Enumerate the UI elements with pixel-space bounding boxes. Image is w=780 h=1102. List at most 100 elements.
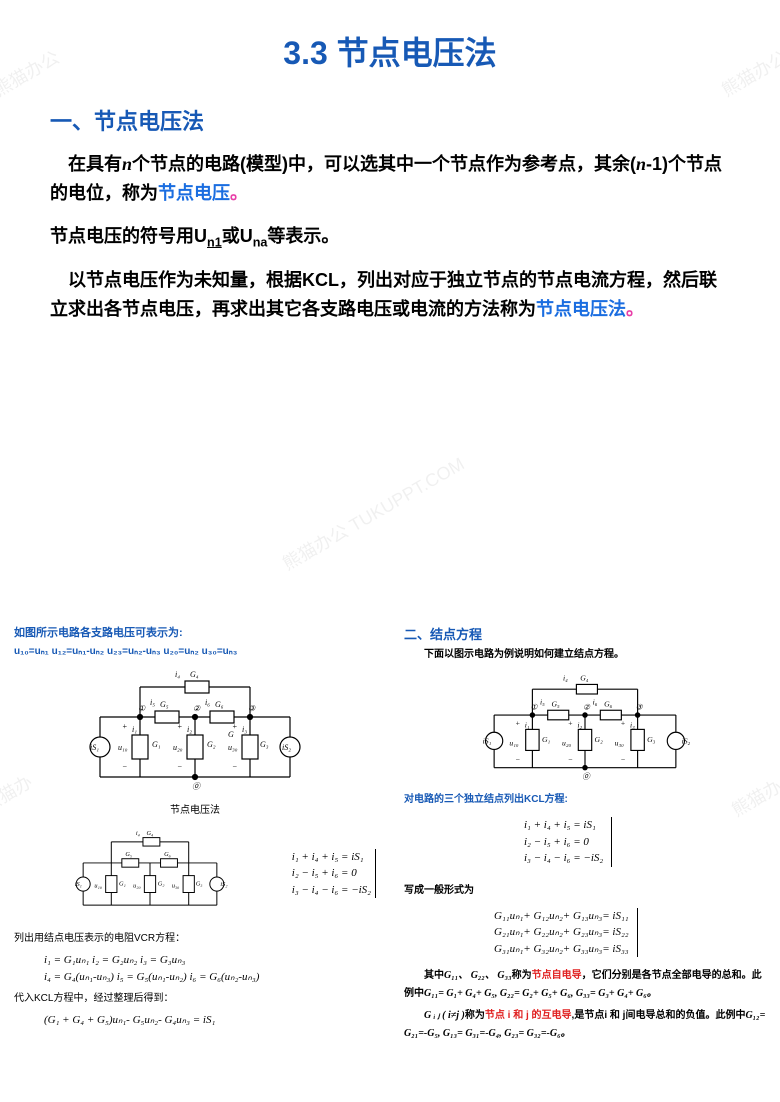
svg-text:+: + [177,722,182,731]
main-content: 一、节点电压法 在具有n个节点的电路(模型)中，可以选其中一个节点作为参考点，其… [0,74,780,324]
svg-text:⓪: ⓪ [192,782,202,791]
svg-text:G₅: G₅ [552,699,561,708]
section-1-header: 一、节点电压法 [50,104,730,136]
svg-text:+: + [232,722,237,731]
circuit-diagram-3: iS₁ iS₂ u₁₀ u₂₀ u₃₀ G₁ G₂ G₃ G₅ G₆ G₄ ① ② ③ ⓪ i₅ i… [404,672,766,782]
svg-text:i₅: i₅ [540,698,545,707]
highlight-term: 节点电压 [158,183,230,203]
svg-text:−: − [232,762,237,771]
eq: G₂₁uₙ₁+ G₂₂uₙ₂+ G₂₃uₙ₃= iS₂₂ [494,924,629,941]
right-header-2: 对电路的三个独立结点列出KCL方程: [404,792,766,807]
svg-text:i₄: i₄ [563,674,568,683]
left-column: 如图所示电路各支路电压可表示为: u₁₀=uₙ₁ u₁₂=uₙ₁-uₙ₂ u₂₃… [0,620,390,1100]
svg-text:u₁₀: u₁₀ [94,883,102,890]
svg-text:i₄: i₄ [136,830,140,837]
svg-text:+: + [568,719,573,728]
svg-text:u₂₀: u₂₀ [562,739,571,748]
svg-text:i₅: i₅ [150,698,155,707]
svg-text:u₃₀: u₃₀ [172,883,180,890]
eq: i₃ − i₄ − i₆ = −iS₂ [292,882,371,899]
svg-text:u₁₀: u₁₀ [118,743,128,752]
svg-text:u₂₀: u₂₀ [133,883,141,890]
svg-text:G₃: G₃ [196,880,203,887]
paragraph-2: 节点电压的符号用Un1或Una等表示。 [50,222,730,253]
eq: i₂ − i₅ + i₆ = 0 [524,834,603,851]
general-form-equations: G₁₁uₙ₁+ G₁₂uₙ₂+ G₁₃uₙ₃= iS₁₁ G₂₁uₙ₁+ G₂₂… [464,908,638,958]
text: 等表示。 [267,226,339,246]
paragraph-3: 以节点电压作为未知量，根据KCL，列出对应于独立节点的节点电流方程，然后联立求出… [50,266,730,324]
circuit-svg-small: iS₁iS₂ u₁₀u₂₀u₃₀ G₁G₂G₃ G₅G₆G₄ i₄ [55,826,245,921]
svg-text:G₁: G₁ [119,880,126,887]
text: 或 [222,226,240,246]
svg-text:+: + [515,719,520,728]
svg-text:G₆: G₆ [604,699,613,708]
kcl-equations: i₁ + i₄ + i₅ = iS₁ i₂ − i₅ + i₆ = 0 i₃ −… [494,817,612,867]
svg-text:G₅: G₅ [160,700,169,709]
svg-text:G₂: G₂ [207,740,216,749]
svg-text:G₅: G₅ [125,851,132,858]
var-n: n [122,154,132,174]
text: 节点电压的符号用 [50,226,194,246]
eq: i₄ = G₄(uₙ₁-uₙ₃) i₅ = G₅(uₙ₁-uₙ₂) i₆ = G… [44,969,376,986]
svg-text:iS₁: iS₁ [90,743,99,752]
explanation-1: 其中G₁₁、 G₂₂、 G₃₃称为节点自电导，它们分别是各节点全部电导的总和。此… [404,967,766,1003]
paragraph-1: 在具有n个节点的电路(模型)中，可以选其中一个节点作为参考点，其余(n-1)个节… [50,150,730,208]
svg-text:G: G [228,730,234,739]
svg-text:i₄: i₄ [175,670,180,679]
svg-text:G₃: G₃ [647,735,656,744]
svg-text:G₁: G₁ [542,735,551,744]
eq: i₂ − i₅ + i₆ = 0 [292,865,371,882]
right-header-1: 下面以图示电路为例说明如何建立结点方程。 [404,647,766,662]
svg-text:iS₂: iS₂ [220,881,228,888]
right-column: 二、结点方程 下面以图示电路为例说明如何建立结点方程。 [390,620,780,1100]
symbol-un1: Un1 [194,226,222,246]
svg-text:iS₂: iS₂ [682,737,691,746]
circuit-svg: iS₁iS₂ u₁₀u₂₀u₃₀ G₁G₂GG₃ G₅G₆G₄ ①②③ ⓪ i₅… [60,667,330,797]
svg-text:−: − [568,755,573,764]
svg-text:i₂: i₂ [187,725,192,734]
svg-text:u₂₀: u₂₀ [173,743,183,752]
eq: i₁ + i₄ + i₅ = iS₁ [292,849,371,866]
svg-text:i₁: i₁ [525,720,530,729]
svg-text:③: ③ [248,704,256,713]
svg-text:i₆: i₆ [593,698,598,707]
svg-text:−: − [177,762,182,771]
svg-text:①: ① [530,702,538,711]
vcr-equations: i₁ = G₁uₙ₁ i₂ = G₂uₙ₂ i₃ = G₃uₙ₃ i₄ = G₄… [14,952,376,985]
left-header-3: 代入KCL方程中，经过整理后得到： [14,991,376,1006]
svg-text:u₁₀: u₁₀ [509,739,518,748]
svg-text:③: ③ [636,702,644,711]
result-eq: (G₁ + G₄ + G₅)uₙ₁- G₅uₙ₂- G₄uₙ₃ = iS₁ [14,1012,376,1029]
text: 个节点的电路(模型)中，可以选其中一个节点作为参考点，其余( [132,154,636,174]
section-2-header: 二、结点方程 [404,624,766,643]
svg-text:G₄: G₄ [190,670,199,679]
svg-text:u₃₀: u₃₀ [615,739,624,748]
symbol-una: Una [240,226,268,246]
bottom-section: 如图所示电路各支路电压可表示为: u₁₀=uₙ₁ u₁₂=uₙ₁-uₙ₂ u₂₃… [0,620,780,1100]
svg-text:iS₁: iS₁ [483,737,492,746]
voltage-equations: u₁₀=uₙ₁ u₁₂=uₙ₁-uₙ₂ u₂₃=uₙ₂-uₙ₃ u₂₀=uₙ₂ … [14,646,376,657]
kcl-block: i₁ + i₄ + i₅ = iS₁ i₂ − i₅ + i₆ = 0 i₃ −… [292,849,376,899]
svg-text:+: + [122,722,127,731]
period: 。 [230,183,248,203]
svg-text:−: − [515,755,520,764]
svg-text:i₂: i₂ [577,720,582,729]
explanation-2: G ᵢ ⱼ ( i≠j )称为节点 i 和 j 的互电导,是节点i 和 j间电导… [404,1007,766,1043]
svg-text:G₂: G₂ [595,735,604,744]
svg-text:G₆: G₆ [215,700,224,709]
eq: G₃₁uₙ₁+ G₃₂uₙ₂+ G₃₃uₙ₃= iS₃₃ [494,941,629,958]
svg-text:G₄: G₄ [580,674,589,683]
eq: G₁₁uₙ₁+ G₁₂uₙ₂+ G₁₃uₙ₃= iS₁₁ [494,908,629,925]
svg-text:⓪: ⓪ [582,772,591,781]
svg-text:②: ② [193,704,201,713]
svg-text:②: ② [583,702,591,711]
highlight-term: 节点电压法 [536,299,626,319]
period: 。 [626,299,644,319]
eq: i₃ − i₄ − i₆ = −iS₂ [524,850,603,867]
eq: i₁ + i₄ + i₅ = iS₁ [524,817,603,834]
svg-text:G₄: G₄ [146,830,153,837]
svg-text:G₂: G₂ [158,880,166,887]
svg-text:−: − [620,755,625,764]
circuit-svg: iS₁ iS₂ u₁₀ u₂₀ u₃₀ G₁ G₂ G₃ G₅ G₆ G₄ ① ② ③ ⓪ i₅ i… [455,672,715,782]
svg-text:u₃₀: u₃₀ [228,743,238,752]
